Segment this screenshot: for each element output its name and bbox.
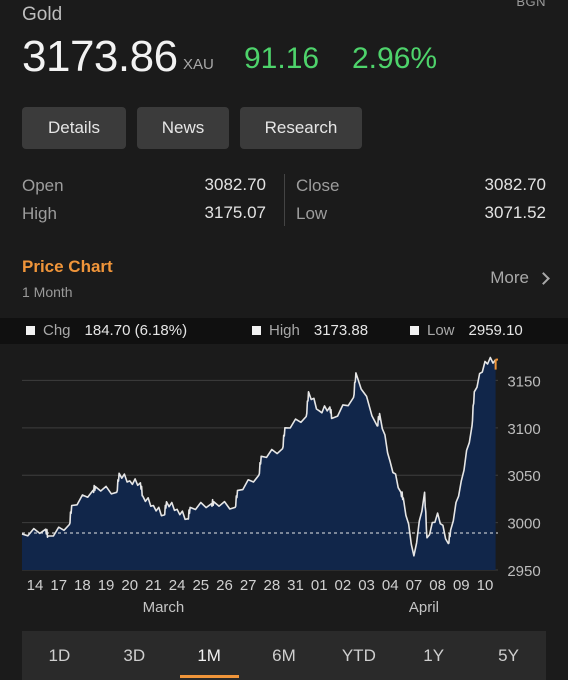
range-tab-bar: 1D 3D 1M 6M YTD 1Y 5Y	[22, 631, 546, 680]
y-tick-label: 3000	[507, 516, 540, 533]
more-link[interactable]: More	[490, 268, 550, 288]
range-tab-label: 5Y	[498, 645, 519, 665]
price-chart-title: Price Chart	[22, 257, 113, 276]
summary-high-label: High	[269, 322, 300, 339]
range-tab-3d[interactable]: 3D	[97, 631, 172, 680]
range-tab-ytd[interactable]: YTD	[321, 631, 396, 680]
price-chart-period: 1 Month	[22, 284, 73, 300]
chart-summary-bar: Chg 184.70 (6.18%) High 3173.88 Low 2959…	[0, 318, 568, 344]
high-label: High	[22, 204, 57, 223]
x-tick-label: 14	[27, 577, 44, 594]
more-label: More	[490, 268, 529, 287]
change-value: 91.16	[244, 42, 320, 75]
summary-chg-value: 184.70 (6.18%)	[84, 322, 188, 339]
close-label: Close	[296, 176, 340, 195]
summary-chg-label: Chg	[43, 322, 71, 339]
x-tick-label: 27	[240, 577, 257, 594]
close-value: 3082.70	[484, 175, 546, 194]
y-tick-label: 2950	[507, 563, 540, 580]
y-tick-label: 3050	[507, 468, 540, 485]
news-button[interactable]: News	[137, 107, 229, 149]
range-tab-label: YTD	[341, 645, 376, 665]
high-value: 3175.07	[204, 203, 266, 222]
range-tab-1d[interactable]: 1D	[22, 631, 97, 680]
asset-name: Gold	[22, 4, 63, 25]
low-value: 3071.52	[484, 203, 546, 222]
range-tab-1m[interactable]: 1M	[172, 631, 247, 680]
legend-square-icon	[252, 326, 261, 335]
summary-low: Low 2959.10	[410, 322, 523, 339]
x-tick-label: 08	[429, 577, 446, 594]
change-percent: 2.96%	[352, 42, 438, 75]
range-tab-1y[interactable]: 1Y	[396, 631, 471, 680]
x-tick-label: 03	[358, 577, 375, 594]
price-line	[21, 356, 497, 557]
low-label: Low	[296, 204, 328, 223]
x-tick-label: 24	[169, 577, 186, 594]
x-tick-label: 07	[406, 577, 423, 594]
summary-low-label: Low	[427, 322, 455, 339]
summary-high-value: 3173.88	[313, 322, 369, 339]
range-tab-label: 1M	[197, 645, 221, 665]
range-tab-5y[interactable]: 5Y	[471, 631, 546, 680]
x-tick-label: 01	[311, 577, 328, 594]
summary-chg: Chg 184.70 (6.18%)	[26, 322, 187, 339]
x-tick-label: 17	[50, 577, 67, 594]
x-tick-label: 28	[263, 577, 280, 594]
range-tab-label: 1D	[48, 645, 71, 665]
summary-high: High 3173.88	[252, 322, 368, 339]
details-button[interactable]: Details	[22, 107, 126, 149]
month-label: March	[143, 599, 185, 616]
open-value: 3082.70	[204, 175, 266, 194]
research-button[interactable]: Research	[240, 107, 362, 149]
x-tick-label: 18	[74, 577, 91, 594]
x-tick-label: 20	[121, 577, 138, 594]
y-tick-label: 3100	[507, 421, 540, 438]
x-tick-label: 04	[382, 577, 399, 594]
last-price: 3173.86	[22, 32, 178, 81]
active-tab-indicator	[179, 675, 239, 678]
currency-code: XAU	[183, 56, 214, 73]
x-tick-label: 09	[453, 577, 470, 594]
x-tick-label: 10	[477, 577, 494, 594]
stats-divider	[284, 174, 285, 226]
range-tab-label: 6M	[272, 645, 296, 665]
range-tab-label: 1Y	[423, 645, 445, 665]
open-label: Open	[22, 176, 64, 195]
month-label: April	[409, 599, 439, 616]
range-tab-label: 3D	[123, 645, 146, 665]
price-stats: Open 3082.70 High 3175.07 Close 3082.70 …	[22, 172, 546, 232]
source-tag: BGN	[516, 0, 546, 9]
legend-square-icon	[26, 326, 35, 335]
y-tick-label: 3150	[507, 373, 540, 390]
legend-square-icon	[410, 326, 419, 335]
chevron-right-icon	[537, 271, 550, 285]
x-tick-label: 02	[335, 577, 352, 594]
price-chart: 3150 3100 3050 3000 2950 14 17 18 19 20 21 24 25 26 27…	[21, 356, 541, 616]
price-area	[22, 357, 496, 570]
x-tick-label: 25	[192, 577, 209, 594]
range-tab-6m[interactable]: 6M	[247, 631, 322, 680]
x-tick-label: 19	[98, 577, 115, 594]
x-tick-label: 21	[145, 577, 162, 594]
summary-low-value: 2959.10	[468, 322, 523, 339]
x-tick-label: 31	[287, 577, 304, 594]
x-tick-label: 26	[216, 577, 233, 594]
